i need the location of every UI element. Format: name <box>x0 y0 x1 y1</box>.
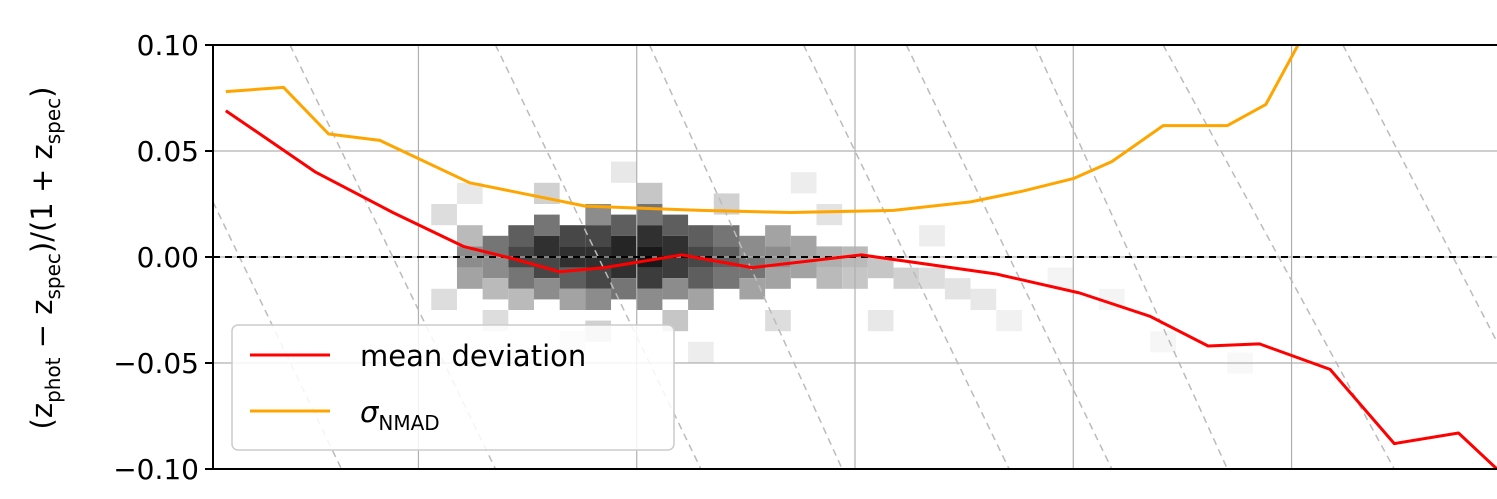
histogram-cell <box>611 235 637 257</box>
y-tick-label: 0.05 <box>137 135 199 168</box>
histogram-cell <box>559 225 586 247</box>
legend-label-mean-deviation: mean deviation <box>360 339 586 373</box>
histogram-cell <box>790 235 817 257</box>
histogram-cell <box>765 267 791 289</box>
histogram-cell <box>790 172 817 194</box>
legend-label-sigma-nmad: σNMAD <box>360 395 440 435</box>
y-tick-label: −0.05 <box>113 347 199 380</box>
histogram-cell <box>508 288 534 310</box>
histogram-cell <box>765 310 791 332</box>
legend-box <box>231 324 675 451</box>
histogram-cell <box>662 278 689 300</box>
histogram-cell <box>636 267 663 289</box>
y-tick-label: 0.00 <box>137 241 199 274</box>
histogram-cell <box>456 225 483 247</box>
histogram-cell <box>919 267 945 289</box>
legend: mean deviation σNMAD <box>231 324 675 451</box>
histogram-cell <box>765 225 791 247</box>
histogram-cell <box>611 161 637 183</box>
histogram-cell <box>1047 267 1074 289</box>
histogram-cell <box>893 267 920 289</box>
diagonal-guide-line <box>1342 45 1497 343</box>
histogram-cell <box>944 278 971 300</box>
histogram-cell <box>1150 331 1176 353</box>
histogram-cell <box>482 278 509 300</box>
histogram-cell <box>662 214 689 236</box>
histogram-cell <box>867 310 894 332</box>
diagonal-guide-line <box>289 45 497 469</box>
histogram-cell <box>662 235 689 257</box>
histogram-cell <box>816 204 843 226</box>
histogram-cell <box>688 225 714 247</box>
histogram-cell <box>996 310 1022 332</box>
histogram-cell <box>431 204 457 226</box>
histogram-cell <box>688 288 714 310</box>
histogram-cell <box>611 214 637 236</box>
diagonal-guide-line <box>494 45 702 469</box>
histogram-cell <box>688 341 714 363</box>
histogram-cell <box>867 257 894 279</box>
y-tick-label: 0.10 <box>137 29 199 62</box>
histogram-cell <box>636 288 663 310</box>
y-ticks: 0.10 0.05 0.00 −0.05 −0.10 <box>113 29 213 486</box>
histogram-cell <box>611 278 637 300</box>
histogram-cell <box>534 235 560 257</box>
series-line-mean-deviation <box>224 109 1497 469</box>
histogram-cell <box>508 267 534 289</box>
histogram-cell <box>688 267 714 289</box>
histogram-cell <box>970 288 997 310</box>
histogram-cell <box>534 278 560 300</box>
histogram-cell <box>662 257 689 279</box>
histogram-cell <box>456 267 483 289</box>
histogram-cell <box>919 225 945 247</box>
histogram-cell <box>585 204 612 226</box>
histogram-cell <box>739 278 766 300</box>
series-line-sigma-nmad <box>225 45 1301 214</box>
series-lines <box>224 45 1497 469</box>
histogram-cell <box>713 225 740 247</box>
histogram-cell <box>585 267 612 289</box>
histogram-cell <box>636 225 663 247</box>
histogram-cell <box>559 288 586 310</box>
diagonal-guide-line <box>905 45 1113 469</box>
histogram-cell <box>508 225 534 247</box>
histogram-cell <box>611 257 637 279</box>
histogram-cell <box>713 267 740 289</box>
y-axis-label: (zphot − zspec)/(1 + zspec) <box>25 87 65 430</box>
histogram-cell <box>559 267 586 289</box>
histogram-cell <box>585 225 612 247</box>
histogram-cell <box>534 214 560 236</box>
diagonal-guide-line <box>802 45 1010 469</box>
histogram-cell <box>431 288 457 310</box>
histogram-cell <box>482 257 509 279</box>
histogram-cell <box>739 235 766 257</box>
y-tick-label: −0.10 <box>113 453 199 486</box>
histogram-cell <box>585 288 612 310</box>
histogram-cell <box>636 182 663 204</box>
histogram-cell <box>456 182 483 204</box>
histogram-cell <box>816 267 843 289</box>
